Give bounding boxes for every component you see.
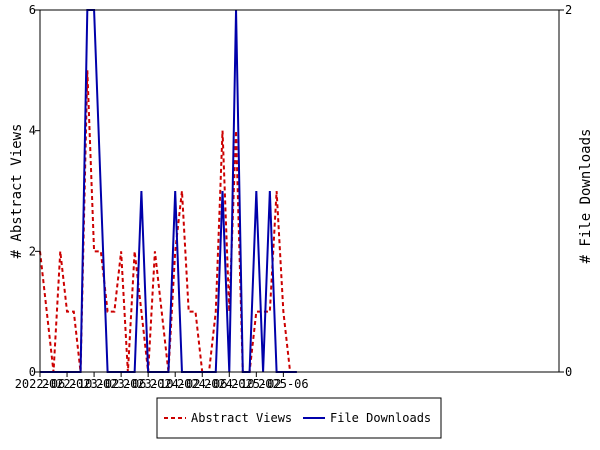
x-tick-label: 2023-02 [69,377,120,391]
left-axis-title: # Abstract Views [9,124,25,259]
x-axis: 2022-062022-102023-022023-062023-102024-… [15,372,309,391]
x-tick-label: 2023-06 [96,377,147,391]
right-y-axis: 02 [559,3,572,379]
x-tick-label: 2025-06 [258,377,309,391]
legend: Abstract Views File Downloads [156,397,442,439]
left-y-tick-label: 2 [29,244,36,258]
right-y-tick-label: 0 [565,365,572,379]
left-y-tick-label: 4 [29,124,36,138]
x-tick-label: 2024-06 [177,377,228,391]
x-tick-label: 2022-06 [15,377,66,391]
x-tick-label: 2024-02 [150,377,201,391]
x-tick-label: 2023-10 [123,377,174,391]
right-y-tick-label: 2 [565,3,572,17]
right-axis-title: # File Downloads [578,129,594,264]
series-layer [39,9,297,373]
left-y-axis: 0 2 4 6 [29,3,40,379]
x-tick-label: 2024-10 [204,377,255,391]
x-tick-label: 2025-02 [231,377,282,391]
legend-label-abstract-views: Abstract Views [191,411,292,425]
series-line-file-downloads [40,9,297,373]
legend-label-file-downloads: File Downloads [330,411,431,425]
left-y-tick-label: 0 [29,365,36,379]
left-y-tick-label: 6 [29,3,36,17]
plot-frame [39,9,560,373]
legend-box [156,397,442,439]
x-tick-label: 2022-10 [42,377,93,391]
